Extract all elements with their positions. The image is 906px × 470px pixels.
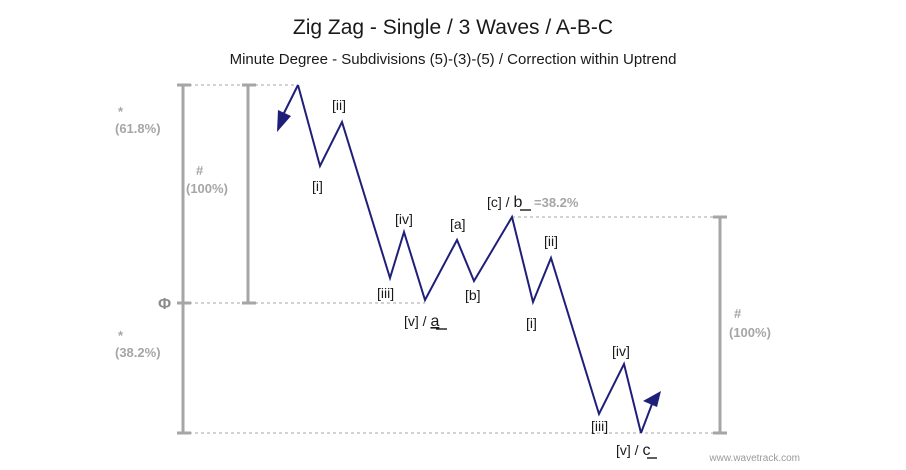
wave-c-v-label: [v] / c	[616, 442, 650, 459]
wave-c-iii-label: [iii]	[591, 418, 608, 434]
wave-a-iii-label: [iii]	[377, 285, 394, 301]
left-outer-bracket	[177, 83, 191, 435]
mid-hash: #	[196, 163, 204, 178]
diagram-subtitle: Minute Degree - Subdivisions (5)-(3)-(5)…	[230, 51, 677, 68]
phi-symbol: Φ	[158, 296, 171, 313]
b-ratio-label: =38.2%	[534, 195, 579, 210]
upper-star: *	[118, 104, 124, 119]
lower-star: *	[118, 328, 124, 343]
wave-a-letter: a	[430, 313, 439, 330]
dashed-guides	[183, 84, 720, 434]
upper-ratio-label: (61.8%)	[115, 121, 161, 136]
wave-path	[297, 84, 642, 434]
wave-a-ii-label: [ii]	[332, 97, 346, 113]
wave-b-c-label: [c] / b	[487, 194, 522, 211]
wave-a-v-label: [v] / a	[404, 313, 439, 330]
wave-b-b-label: [b]	[465, 287, 481, 303]
diagram-title: Zig Zag - Single / 3 Waves / A-B-C	[293, 16, 613, 39]
right-bracket	[713, 215, 727, 435]
wave-c-ii-label: [ii]	[544, 233, 558, 249]
wave-c-i-label: [i]	[526, 315, 537, 331]
lower-ratio-label: (38.2%)	[115, 345, 161, 360]
right-hash: #	[734, 306, 742, 321]
start-arrow	[277, 84, 299, 132]
right-ratio-label: (100%)	[729, 325, 771, 340]
watermark: www.wavetrack.com	[708, 453, 800, 464]
wave-c-iv-label: [iv]	[612, 343, 630, 359]
wave-c-letter: c	[642, 442, 650, 459]
left-inner-bracket	[242, 83, 256, 305]
wave-b-a-label: [a]	[450, 216, 466, 232]
wave-a-i-label: [i]	[312, 178, 323, 194]
wave-a-iv-label: [iv]	[395, 211, 413, 227]
mid-ratio-label: (100%)	[186, 181, 228, 196]
end-arrow	[640, 391, 661, 434]
wave-b-letter: b	[513, 194, 522, 211]
